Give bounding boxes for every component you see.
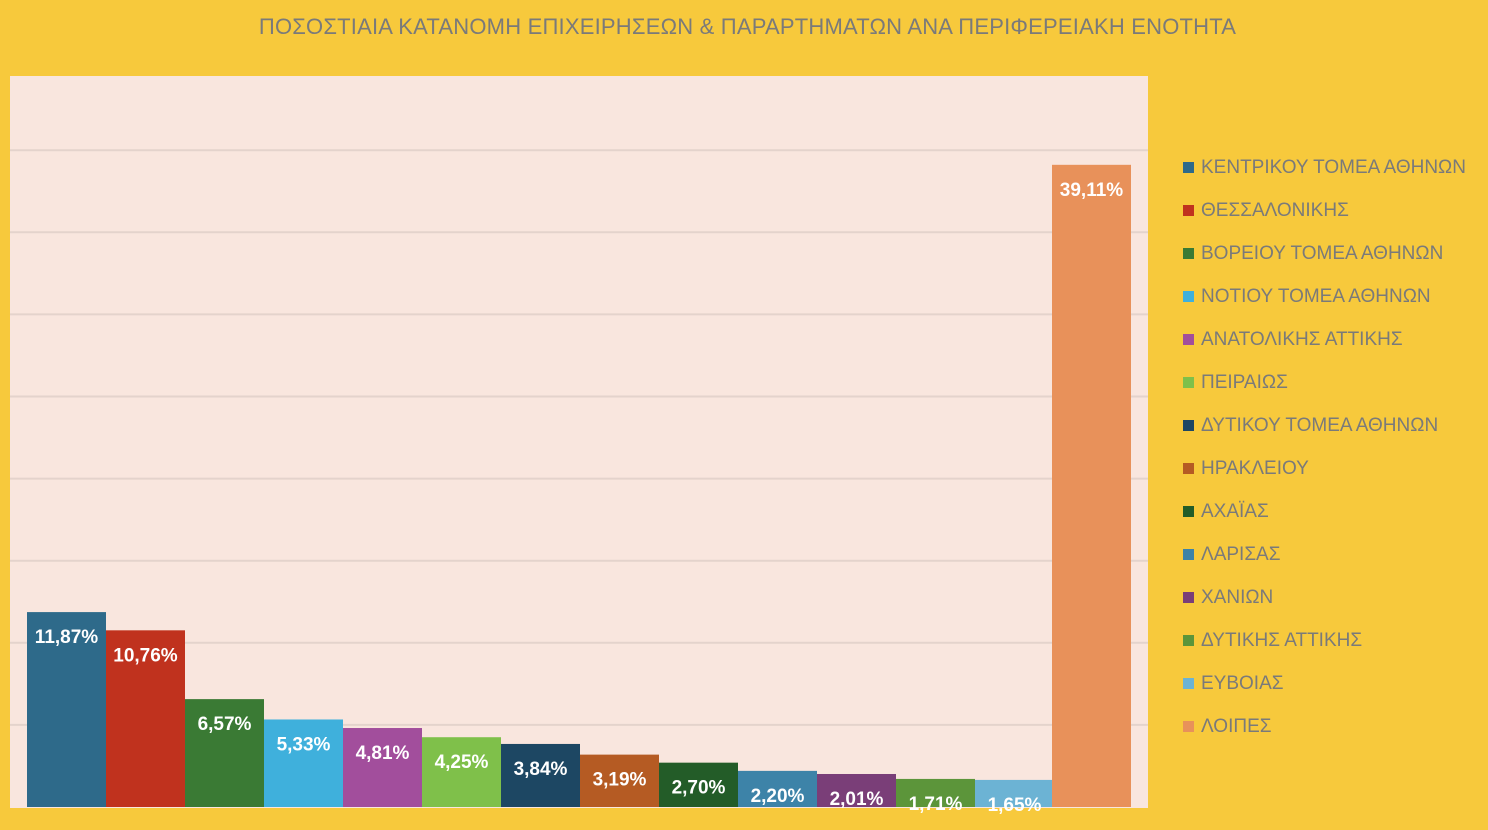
bar-data-label: 4,25% xyxy=(435,752,489,773)
bar xyxy=(817,773,896,807)
legend-label: ΕΥΒΟΙΑΣ xyxy=(1201,672,1284,694)
legend-label: ΒΟΡΕΙΟΥ ΤΟΜΕΑ ΑΘΗΝΩΝ xyxy=(1201,242,1444,264)
legend-swatch xyxy=(1183,592,1194,603)
bar-data-label: 5,33% xyxy=(277,734,331,755)
legend-label: ΔΥΤΙΚΟΥ ΤΟΜΕΑ ΑΘΗΝΩΝ xyxy=(1201,414,1439,436)
legend-item: ΕΥΒΟΙΑΣ xyxy=(1183,662,1488,705)
bar xyxy=(501,743,580,807)
legend-item: ΗΡΑΚΛΕΙΟΥ xyxy=(1183,447,1488,490)
legend: ΚΕΝΤΡΙΚΟΥ ΤΟΜΕΑ ΑΘΗΝΩΝ ΘΕΣΣΑΛΟΝΙΚΗΣ ΒΟΡΕΙΟ… xyxy=(1183,146,1488,748)
legend-label: ΔΥΤΙΚΗΣ ΑΤΤΙΚΗΣ xyxy=(1201,629,1363,651)
bars xyxy=(27,164,1131,808)
gridlines xyxy=(10,149,1148,726)
bar-data-label: 4,81% xyxy=(356,743,410,764)
legend-item: ΧΑΝΙΩΝ xyxy=(1183,576,1488,619)
bar xyxy=(975,779,1054,807)
bar-data-label: 3,19% xyxy=(593,770,647,791)
bar xyxy=(422,737,501,807)
bar-data-label: 2,70% xyxy=(672,778,726,799)
legend-item: ΔΥΤΙΚΗΣ ΑΤΤΙΚΗΣ xyxy=(1183,619,1488,662)
legend-item: ΑΝΑΤΟΛΙΚΗΣ ΑΤΤΙΚΗΣ xyxy=(1183,318,1488,361)
bar-data-label: 3,84% xyxy=(514,759,568,780)
bar xyxy=(27,612,106,807)
legend-swatch xyxy=(1183,248,1194,259)
bar xyxy=(106,630,185,807)
bar xyxy=(659,762,738,807)
legend-label: ΝΟΤΙΟΥ ΤΟΜΕΑ ΑΘΗΝΩΝ xyxy=(1201,285,1431,307)
legend-swatch xyxy=(1183,678,1194,689)
bar-data-label: 10,76% xyxy=(113,645,178,666)
bar-data-label: 6,57% xyxy=(198,714,252,735)
bar-data-label: 2,20% xyxy=(751,786,805,807)
plot-area xyxy=(10,76,1148,808)
legend-swatch xyxy=(1183,162,1194,173)
bar xyxy=(896,778,975,807)
chart-title: ΠΟΣΟΣΤΙΑΙΑ ΚΑΤΑΝΟΜΗ ΕΠΙΧΕΙΡΗΣΕΩΝ & ΠΑΡΑΡ… xyxy=(258,14,1237,39)
legend-swatch xyxy=(1183,549,1194,560)
legend-item: ΔΥΤΙΚΟΥ ΤΟΜΕΑ ΑΘΗΝΩΝ xyxy=(1183,404,1488,447)
legend-label: ΑΧΑΪΑΣ xyxy=(1201,500,1269,522)
legend-swatch xyxy=(1183,635,1194,646)
legend-item: ΑΧΑΪΑΣ xyxy=(1183,490,1488,533)
bar xyxy=(580,754,659,807)
legend-item: ΠΕΙΡΑΙΩΣ xyxy=(1183,361,1488,404)
bar xyxy=(185,699,264,807)
bar xyxy=(738,770,817,807)
legend-swatch xyxy=(1183,506,1194,517)
legend-label: ΧΑΝΙΩΝ xyxy=(1201,586,1274,608)
legend-swatch xyxy=(1183,334,1194,345)
legend-swatch xyxy=(1183,291,1194,302)
legend-swatch xyxy=(1183,205,1194,216)
bar xyxy=(1052,164,1131,808)
legend-item: ΚΕΝΤΡΙΚΟΥ ΤΟΜΕΑ ΑΘΗΝΩΝ xyxy=(1183,146,1488,189)
legend-label: ΗΡΑΚΛΕΙΟΥ xyxy=(1201,457,1309,479)
legend-swatch xyxy=(1183,377,1194,388)
legend-label: ΚΕΝΤΡΙΚΟΥ ΤΟΜΕΑ ΑΘΗΝΩΝ xyxy=(1201,156,1466,178)
legend-swatch xyxy=(1183,463,1194,474)
legend-label: ΘΕΣΣΑΛΟΝΙΚΗΣ xyxy=(1201,199,1349,221)
bar-data-label: 39,11% xyxy=(1060,180,1123,201)
data-labels: 11,87% 10,76% 6,57% 5,33% 4,81% 4,25% 3,84% 3,1… xyxy=(35,180,1123,816)
legend-label: ΑΝΑΤΟΛΙΚΗΣ ΑΤΤΙΚΗΣ xyxy=(1201,328,1403,350)
legend-item: ΒΟΡΕΙΟΥ ΤΟΜΕΑ ΑΘΗΝΩΝ xyxy=(1183,232,1488,275)
legend-label: ΠΕΙΡΑΙΩΣ xyxy=(1201,371,1288,393)
bar-data-label: 2,01% xyxy=(830,789,884,810)
legend-item: ΛΟΙΠΕΣ xyxy=(1183,705,1488,748)
bar xyxy=(264,719,343,807)
legend-swatch xyxy=(1183,420,1194,431)
legend-item: ΝΟΤΙΟΥ ΤΟΜΕΑ ΑΘΗΝΩΝ xyxy=(1183,275,1488,318)
legend-swatch xyxy=(1183,721,1194,732)
legend-label: ΛΟΙΠΕΣ xyxy=(1201,715,1272,737)
legend-label: ΛΑΡΙΣΑΣ xyxy=(1201,543,1281,565)
legend-item: ΘΕΣΣΑΛΟΝΙΚΗΣ xyxy=(1183,189,1488,232)
legend-item: ΛΑΡΙΣΑΣ xyxy=(1183,533,1488,576)
bar-data-label: 11,87% xyxy=(35,627,98,648)
bar-data-label: 1,71% xyxy=(909,794,963,815)
bar-data-label: 1,65% xyxy=(988,795,1042,816)
bar xyxy=(343,728,422,807)
